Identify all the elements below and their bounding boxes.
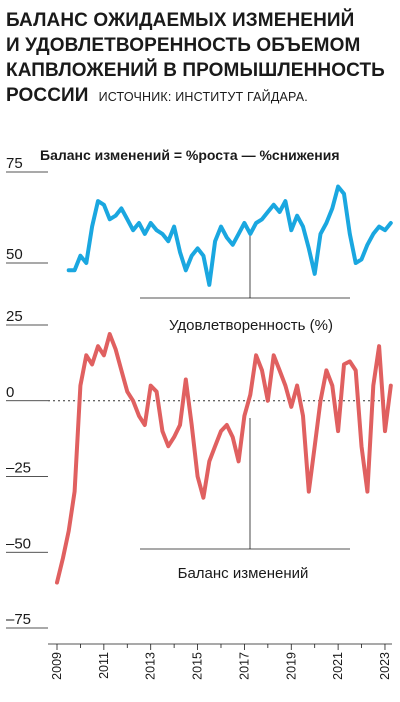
x-tick-label: 2021 (331, 652, 345, 680)
title-line-2: И УДОВЛЕТВОРЕННОСТЬ ОБЪЕМОМ (6, 35, 361, 56)
x-tick-label: 2015 (191, 652, 205, 680)
title-line-3: КАПВЛОЖЕНИЙ В ПРОМЫШЛЕННОСТЬ (6, 60, 385, 81)
balance-line (55, 332, 393, 585)
x-tick-label: 2013 (144, 652, 158, 680)
x-tick-label: 2011 (97, 652, 111, 679)
source-note: ИСТОЧНИК: ИНСТИТУТ ГАЙДАРА. (98, 90, 308, 104)
title-line-1: БАЛАНС ОЖИДАЕМЫХ ИЗМЕНЕНИЙ (6, 10, 355, 31)
y-tick-label: 0 (6, 384, 14, 401)
satisfaction-line (66, 184, 393, 287)
y-tick-label: 50 (6, 246, 23, 263)
chart-title: БАЛАНС ОЖИДАЕМЫХ ИЗМЕНЕНИЙ И УДОВЛЕТВОРЕ… (6, 8, 398, 110)
title-line-4: РОССИИ ИСТОЧНИК: ИНСТИТУТ ГАЙДАРА. (6, 83, 398, 110)
x-tick-label: 2017 (237, 652, 251, 680)
chart-subtitle: Баланс изменений = %роста — %снижения (40, 147, 340, 163)
satisfaction-label: Удовлетворенность (%) (169, 317, 333, 334)
y-tick-label: –75 (6, 611, 31, 628)
balance-label: Баланс изменений (178, 565, 309, 582)
y-tick-label: –25 (6, 460, 31, 477)
y-tick-label: 25 (6, 308, 23, 325)
x-tick-label: 2009 (50, 652, 64, 680)
x-tick-label: 2019 (284, 652, 298, 680)
x-tick-label: 2023 (378, 652, 392, 680)
y-tick-label: 75 (6, 155, 23, 172)
title-line-4-text: РОССИИ (6, 85, 89, 106)
y-tick-label: –50 (6, 535, 31, 552)
